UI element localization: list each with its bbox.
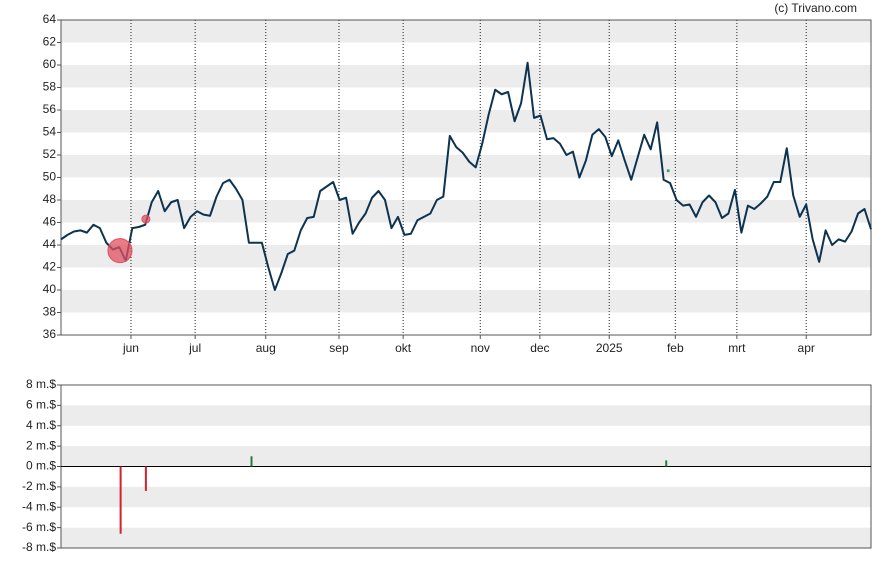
y-tick-label: 42 bbox=[43, 260, 57, 274]
grid-band bbox=[61, 527, 871, 548]
bar bbox=[250, 456, 253, 467]
grid-band bbox=[61, 20, 871, 43]
y-tick-label: 56 bbox=[43, 102, 57, 116]
x-tick-label: 2025 bbox=[596, 341, 623, 355]
bar bbox=[144, 466, 147, 491]
y-tick-label: 48 bbox=[43, 192, 57, 206]
y-tick-label: 54 bbox=[43, 125, 57, 139]
x-tick-label: nov bbox=[471, 341, 490, 355]
y-tick-label: 46 bbox=[43, 215, 57, 229]
y-tick-label: 6 m.$ bbox=[26, 398, 56, 412]
grid-band bbox=[61, 200, 871, 223]
x-tick-label: okt bbox=[395, 341, 412, 355]
x-tick-label: jul bbox=[188, 341, 201, 355]
y-tick-label: 44 bbox=[43, 237, 57, 251]
bar bbox=[665, 460, 668, 467]
x-tick-label: sep bbox=[329, 341, 349, 355]
y-tick-label: -4 m.$ bbox=[22, 499, 56, 513]
trade-marker bbox=[666, 169, 670, 173]
y-tick-label: 40 bbox=[43, 282, 57, 296]
x-tick-label: dec bbox=[530, 341, 549, 355]
y-tick-label: 8 m.$ bbox=[26, 377, 56, 391]
y-tick-label: 52 bbox=[43, 147, 57, 161]
grid-band bbox=[61, 110, 871, 133]
trade-marker bbox=[141, 214, 151, 224]
x-tick-label: jun bbox=[122, 341, 139, 355]
y-tick-label: 4 m.$ bbox=[26, 418, 56, 432]
x-tick-label: feb bbox=[667, 341, 684, 355]
x-tick-label: mrt bbox=[728, 341, 746, 355]
x-tick-label: apr bbox=[798, 341, 815, 355]
grid-band bbox=[61, 290, 871, 313]
y-tick-label: 50 bbox=[43, 170, 57, 184]
grid-band bbox=[61, 486, 871, 508]
grid-band bbox=[61, 405, 871, 426]
trade-marker bbox=[107, 238, 133, 264]
y-tick-label: -2 m.$ bbox=[22, 479, 56, 493]
y-tick-label: 0 m.$ bbox=[26, 459, 56, 473]
y-tick-label: 62 bbox=[43, 35, 57, 49]
y-tick-label: -8 m.$ bbox=[22, 540, 56, 554]
y-tick-label: 60 bbox=[43, 57, 57, 71]
y-tick-label: 64 bbox=[43, 12, 57, 26]
y-tick-label: 38 bbox=[43, 305, 57, 319]
y-tick-label: 36 bbox=[43, 327, 57, 341]
y-tick-label: 2 m.$ bbox=[26, 438, 56, 452]
grid-band bbox=[61, 245, 871, 268]
x-tick-label: aug bbox=[256, 341, 276, 355]
grid-band bbox=[61, 446, 871, 467]
y-tick-label: 58 bbox=[43, 80, 57, 94]
y-tick-label: -6 m.$ bbox=[22, 520, 56, 534]
credit: (c) Trivano.com bbox=[774, 1, 857, 15]
bar bbox=[119, 466, 122, 534]
grid-band bbox=[61, 65, 871, 88]
plot-frame bbox=[60, 19, 872, 336]
price-line bbox=[60, 61, 872, 291]
